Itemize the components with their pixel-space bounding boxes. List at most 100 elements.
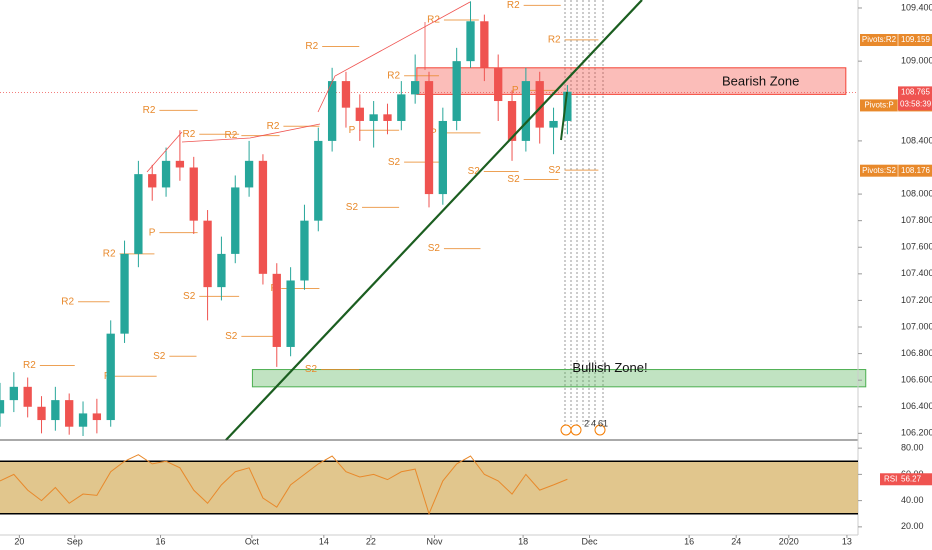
uptrend-line	[225, 0, 643, 441]
x-tick-label: Sep	[67, 536, 83, 546]
candle-body	[424, 81, 434, 195]
trend-drawing	[560, 91, 568, 141]
pivot-label: R2	[23, 360, 36, 371]
pivot-label: S2	[507, 174, 520, 185]
candle-body	[258, 160, 268, 274]
candle-body	[397, 94, 406, 121]
candle-body	[65, 400, 74, 427]
price-tag-value: 109.159	[901, 35, 930, 44]
pivot-label: S2	[305, 364, 318, 375]
candle-body	[78, 413, 88, 427]
candle-body	[466, 21, 475, 62]
zone	[416, 67, 847, 95]
y-tick-label: 106.600	[901, 375, 932, 385]
rsi-band	[0, 461, 858, 514]
pivot-label: R2	[305, 41, 318, 52]
countdown: 03:58:39	[900, 99, 932, 108]
pivot-label: R2	[387, 70, 400, 81]
pivot-label: R2	[61, 296, 74, 307]
candle-body	[341, 81, 351, 108]
pivot-label: S2	[428, 243, 441, 254]
x-tick-label: Nov	[427, 536, 444, 546]
candle-body	[37, 406, 46, 421]
candle-body	[0, 400, 5, 414]
candle-body	[272, 273, 281, 347]
candle-body	[383, 114, 392, 121]
x-tick-label: Oct	[245, 536, 260, 546]
x-tick-label: Dec	[582, 536, 599, 546]
pivot-label: S2	[225, 331, 238, 342]
pivot-label: R2	[548, 35, 561, 46]
x-tick-label: 24	[731, 536, 741, 546]
candle-body	[161, 160, 171, 188]
candle-body	[175, 160, 185, 168]
candle-body	[300, 220, 309, 281]
candle-body	[231, 187, 240, 254]
candle-body	[314, 140, 323, 221]
price-tag	[860, 164, 932, 177]
badge-label: 61	[598, 418, 608, 428]
last-price-value: 108.765	[901, 87, 930, 96]
event-badges: 2 4 61	[560, 418, 608, 436]
candle-body	[189, 167, 198, 221]
price-tag	[860, 34, 932, 47]
x-tick-label: 2020	[779, 536, 799, 546]
y-tick-label: 107.400	[901, 268, 932, 278]
y-tick-label: 106.400	[901, 401, 932, 411]
candle-body	[9, 386, 18, 401]
zone-label: Bullish Zone!	[572, 360, 647, 375]
candle-body	[521, 81, 531, 141]
candle-body	[480, 21, 489, 68]
candle-body	[244, 160, 254, 188]
rsi-tick-label: 20.00	[901, 521, 924, 531]
pivot-label: R2	[143, 105, 156, 116]
pivot-label: R2	[267, 121, 280, 132]
badge-label: 4	[591, 418, 596, 428]
candle-body	[452, 61, 461, 121]
price-tag-label: Pivots:P	[864, 101, 893, 110]
candle-body	[92, 413, 102, 421]
candle-body	[106, 333, 115, 421]
candle-body	[438, 120, 447, 195]
candle-body	[217, 253, 226, 288]
pivot-label: S2	[468, 166, 481, 177]
y-tick-label: 106.800	[901, 348, 932, 358]
pivot-label: P	[149, 227, 156, 238]
pivot-label: R2	[507, 0, 520, 11]
drawings	[146, 0, 643, 441]
x-tick-label: 14	[319, 536, 329, 546]
pivot-label: S2	[183, 291, 196, 302]
pivot-label: S2	[548, 165, 561, 176]
y-tick-label: 106.200	[901, 428, 932, 438]
y-tick-label: 107.800	[901, 215, 932, 225]
event-lines	[564, 0, 604, 425]
pivot-label: P	[349, 125, 356, 136]
y-tick-label: 107.000	[901, 321, 932, 331]
rsi-tag-name: RSI	[884, 474, 897, 483]
candle-body	[549, 120, 558, 128]
candle-body	[120, 253, 129, 334]
pivot-label: S2	[153, 351, 166, 362]
candle-body	[51, 400, 60, 421]
candle-body	[327, 81, 337, 141]
candle-body	[494, 67, 503, 102]
rsi-tag-value: 56.27	[901, 474, 922, 483]
zone	[251, 369, 867, 388]
y-tick-label: 107.200	[901, 295, 932, 305]
trend-drawing	[146, 131, 183, 173]
x-tick-label: 16	[156, 536, 166, 546]
pivot-label: R2	[225, 130, 238, 141]
pivot-label: R2	[427, 15, 440, 26]
candle-body	[286, 280, 295, 347]
pivot-label: P	[512, 85, 519, 96]
pivot-label: P	[430, 128, 437, 139]
candle-body	[369, 114, 378, 121]
y-tick-label: 108.400	[901, 135, 932, 145]
last-price-tag	[898, 86, 932, 111]
pivot-label: S2	[346, 202, 359, 213]
candle-body	[507, 101, 517, 141]
badge	[570, 424, 582, 436]
rsi-line	[0, 454, 568, 516]
